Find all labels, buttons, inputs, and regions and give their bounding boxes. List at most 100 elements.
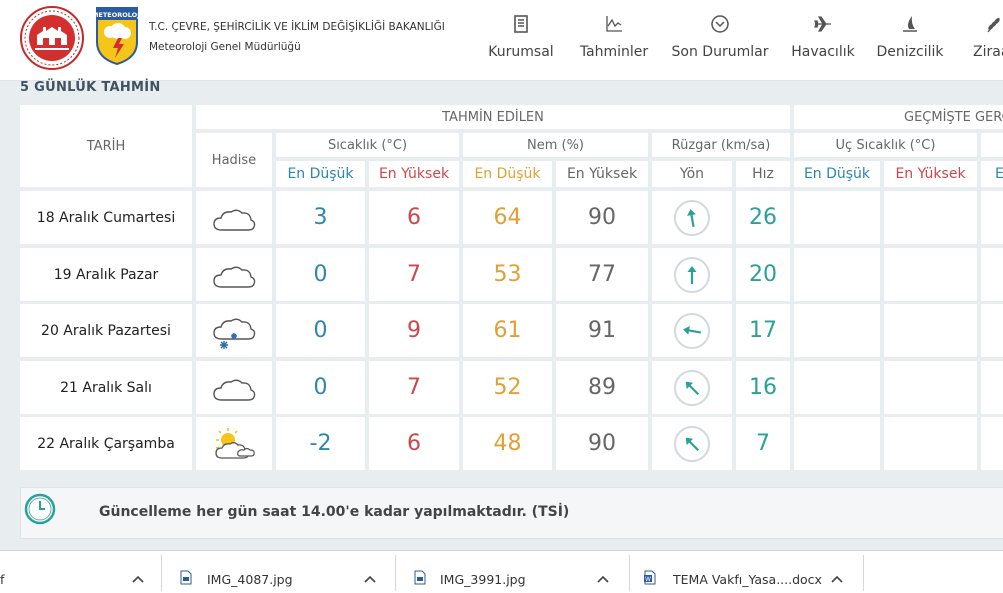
mgm-logo-text: METEOROLOJİ xyxy=(94,10,140,19)
nav-label-kurumsal: Kurumsal xyxy=(488,44,554,60)
past-extra-cell xyxy=(981,304,1003,357)
nav-son-durumlar[interactable]: Son Durumlar xyxy=(670,0,770,80)
sub-header-hum-min: En Düşük xyxy=(463,161,552,187)
sun-cloud-icon xyxy=(215,427,255,459)
nav-havacilik[interactable]: Havacılık xyxy=(788,0,858,80)
nav-label-tahminler: Tahminler xyxy=(579,44,649,60)
wind-arrow-icon xyxy=(685,381,700,395)
chevron-up-icon[interactable] xyxy=(364,575,376,583)
wind-direction-cell xyxy=(652,361,732,414)
update-info-text: Güncelleme her gün saat 14.00'e kadar ya… xyxy=(99,504,570,520)
download-file-name: IMG_4087.jpg xyxy=(207,572,293,587)
download-separator xyxy=(629,555,630,591)
date-cell: 18 Aralık Cumartesi xyxy=(20,191,192,244)
chart-icon xyxy=(606,16,622,32)
temp-max-cell: 9 xyxy=(369,304,459,357)
past-max-cell xyxy=(884,191,977,244)
event-cell xyxy=(196,361,272,414)
past-min-cell xyxy=(794,417,880,470)
site-header: METEOROLOJİ T.C. ÇEVRE, ŞEHİRCİLİK VE İK… xyxy=(0,0,1003,81)
col-header-temperature: Sıcaklık (°C) xyxy=(276,133,459,157)
nav-kurumsal[interactable]: Kurumsal xyxy=(485,0,557,80)
col-header-past-extra xyxy=(981,133,1003,157)
wind-speed-cell: 17 xyxy=(736,304,790,357)
col-header-humidity: Nem (%) xyxy=(463,133,648,157)
past-extra-cell xyxy=(981,417,1003,470)
wheat-icon xyxy=(987,17,1000,33)
humidity-max-cell: 91 xyxy=(556,304,648,357)
past-min-cell xyxy=(794,248,880,301)
temp-max-cell: 6 xyxy=(369,417,459,470)
wind-direction-dial xyxy=(674,312,710,349)
past-max-cell xyxy=(884,361,977,414)
sub-header-temp-max: En Yüksek xyxy=(369,161,459,187)
event-cell xyxy=(196,191,272,244)
col-header-wind: Rüzgar (km/sa) xyxy=(652,133,790,157)
sub-header-past-max: En Yüksek xyxy=(884,161,977,187)
sub-header-past-extra: E xyxy=(981,161,1003,187)
wind-direction-dial xyxy=(674,256,710,293)
download-file-name: IMG_3991.jpg xyxy=(440,572,526,587)
download-file-name: f xyxy=(0,572,5,587)
chevron-up-icon[interactable] xyxy=(597,575,609,583)
download-item[interactable]: W TEMA Vakfı_Yasa....docx xyxy=(630,551,862,593)
col-header-extreme-temp: Uç Sıcaklık (°C) xyxy=(794,133,977,157)
info-bar: Güncelleme her gün saat 14.00'e kadar ya… xyxy=(20,487,1003,539)
wind-speed-cell: 26 xyxy=(736,191,790,244)
temp-min-cell: 3 xyxy=(276,191,365,244)
col-header-event: Hadise xyxy=(196,133,272,187)
nav-label-havacilik: Havacılık xyxy=(791,44,855,60)
sub-header-wind-dir: Yön xyxy=(652,161,732,187)
ministry-logo[interactable] xyxy=(19,5,85,71)
download-item[interactable]: f xyxy=(0,551,160,593)
nav-tahminler[interactable]: Tahminler xyxy=(574,0,654,80)
download-item[interactable]: IMG_4087.jpg xyxy=(162,551,394,593)
past-max-cell xyxy=(884,248,977,301)
nav-label-denizcilik: Denizcilik xyxy=(876,44,944,60)
date-cell: 19 Aralık Pazar xyxy=(20,248,192,301)
humidity-min-cell: 48 xyxy=(463,417,552,470)
wind-direction-cell xyxy=(652,304,732,357)
image-file-icon xyxy=(414,570,426,585)
download-item[interactable]: IMG_3991.jpg xyxy=(396,551,628,593)
airplane-icon xyxy=(814,16,831,32)
temp-max-cell: 6 xyxy=(369,191,459,244)
humidity-max-cell: 89 xyxy=(556,361,648,414)
past-extra-cell xyxy=(981,191,1003,244)
chevron-up-icon[interactable] xyxy=(831,575,843,583)
col-header-date: TARİH xyxy=(20,105,192,187)
humidity-min-cell: 64 xyxy=(463,191,552,244)
past-extra-cell xyxy=(981,361,1003,414)
nav-ziraat[interactable]: Ziraat xyxy=(964,0,1003,80)
sub-header-temp-min: En Düşük xyxy=(276,161,365,187)
wind-direction-dial xyxy=(674,199,710,236)
wind-speed-cell: 7 xyxy=(736,417,790,470)
wind-speed-cell: 20 xyxy=(736,248,790,301)
chevron-circle-icon xyxy=(711,15,729,33)
section-title: 5 GÜNLÜK TAHMİN xyxy=(20,80,161,95)
humidity-max-cell: 90 xyxy=(556,417,648,470)
svg-text:W: W xyxy=(645,576,651,583)
sail-icon xyxy=(903,16,917,32)
past-extra-cell xyxy=(981,248,1003,301)
chevron-up-icon[interactable] xyxy=(132,575,144,583)
humidity-min-cell: 53 xyxy=(463,248,552,301)
wind-direction-cell xyxy=(652,417,732,470)
cloud-icon xyxy=(213,209,256,231)
date-cell: 20 Aralık Pazartesi xyxy=(20,304,192,357)
sub-header-wind-speed: Hız xyxy=(736,161,790,187)
past-min-cell xyxy=(794,304,880,357)
nav-denizcilik[interactable]: Denizcilik xyxy=(874,0,946,80)
document-icon xyxy=(514,15,528,33)
temp-min-cell: 0 xyxy=(276,248,365,301)
event-cell xyxy=(196,417,272,470)
nav-label-son-durumlar: Son Durumlar xyxy=(671,44,769,60)
download-separator xyxy=(863,555,864,591)
mgm-logo[interactable]: METEOROLOJİ xyxy=(94,6,140,66)
temp-min-cell: -2 xyxy=(276,417,365,470)
nav-label-ziraat: Ziraat xyxy=(973,44,1003,60)
download-bar: f IMG_4087.jpg IMG_3991.jpg W TEMA Vakfı… xyxy=(0,550,1003,593)
date-cell: 21 Aralık Salı xyxy=(20,361,192,414)
wind-arrow-icon xyxy=(685,437,700,451)
wind-arrow-icon xyxy=(683,325,702,335)
